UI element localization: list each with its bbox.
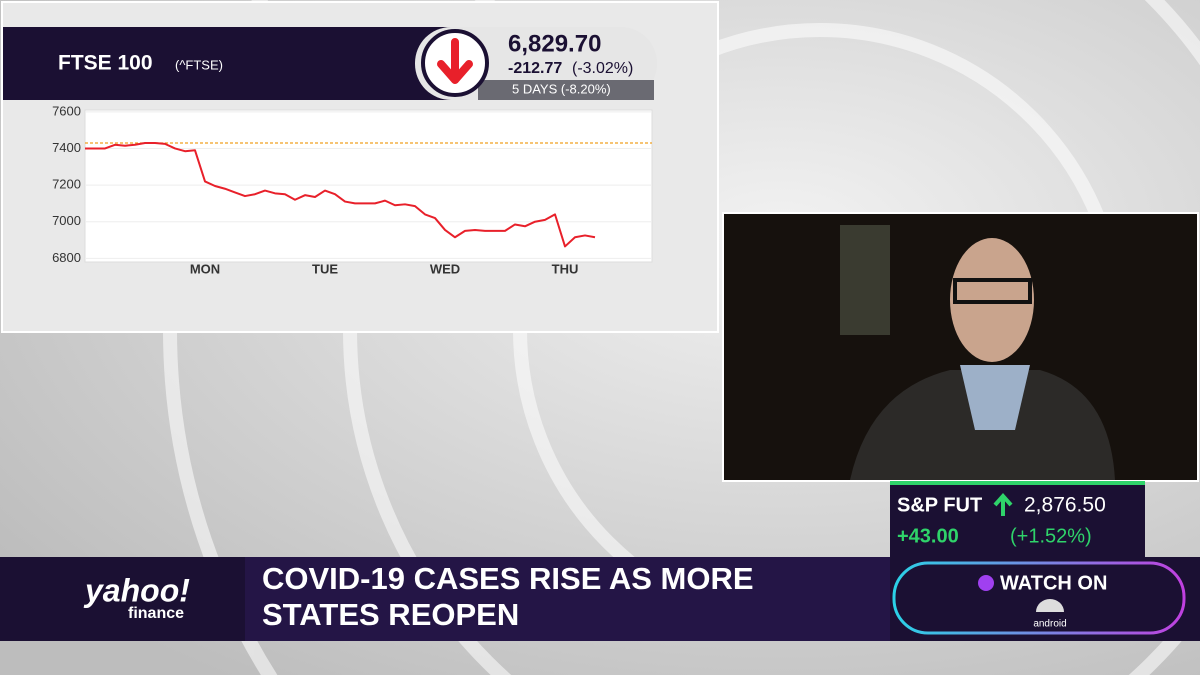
chart-header xyxy=(3,27,473,100)
headline-line: COVID-19 CASES RISE AS MORE xyxy=(262,561,754,596)
x-tick-label: THU xyxy=(552,261,579,276)
logo-brand: yahoo! xyxy=(83,572,190,608)
quote-change-pct: (-3.02%) xyxy=(572,60,633,77)
price-line xyxy=(85,141,596,248)
logo-area xyxy=(0,557,245,641)
ticker-change-pct: (+1.52%) xyxy=(1010,525,1092,547)
promo-platform: android xyxy=(1033,619,1066,630)
quote-change: -212.77 xyxy=(508,60,562,77)
plot: 6800 7000 7200 7400 7600 MON TUE WED THU xyxy=(52,103,652,276)
quote-price: 6,829.70 xyxy=(508,30,601,57)
plot-area xyxy=(84,109,653,263)
x-tick-label: MON xyxy=(190,261,220,276)
logo-sub: finance xyxy=(128,605,184,622)
video-shirt xyxy=(960,365,1030,430)
promo-text: WATCH ON xyxy=(1000,572,1107,594)
up-arrow xyxy=(993,492,1013,516)
y-tick-label: 7200 xyxy=(52,177,81,192)
video-background xyxy=(840,225,890,335)
android-icon xyxy=(1036,599,1064,612)
video-glasses xyxy=(953,278,1032,304)
chart-title: FTSE 100 xyxy=(58,52,153,75)
promo-button[interactable] xyxy=(892,561,1186,635)
ticker-name: S&P FUT xyxy=(897,494,982,516)
promo-dot xyxy=(978,575,994,591)
ticker-price: 2,876.50 xyxy=(1024,494,1106,517)
ticker-box xyxy=(890,481,1145,557)
period-bar xyxy=(478,80,654,100)
y-tick-label: 6800 xyxy=(52,250,81,265)
x-tick-label: WED xyxy=(430,261,460,276)
quote-period: 5 DAYS (-8.20%) xyxy=(512,81,611,96)
headline-line: STATES REOPEN xyxy=(262,597,519,632)
chart-subtitle: (^FTSE) xyxy=(175,57,223,72)
down-arrow xyxy=(437,38,473,84)
y-tick-label: 7400 xyxy=(52,140,81,155)
x-tick-label: TUE xyxy=(312,261,338,276)
ticker-accent xyxy=(890,481,1145,485)
y-tick-label: 7000 xyxy=(52,213,81,228)
ticker-change: +43.00 xyxy=(897,525,959,547)
y-tick-label: 7600 xyxy=(52,103,81,118)
